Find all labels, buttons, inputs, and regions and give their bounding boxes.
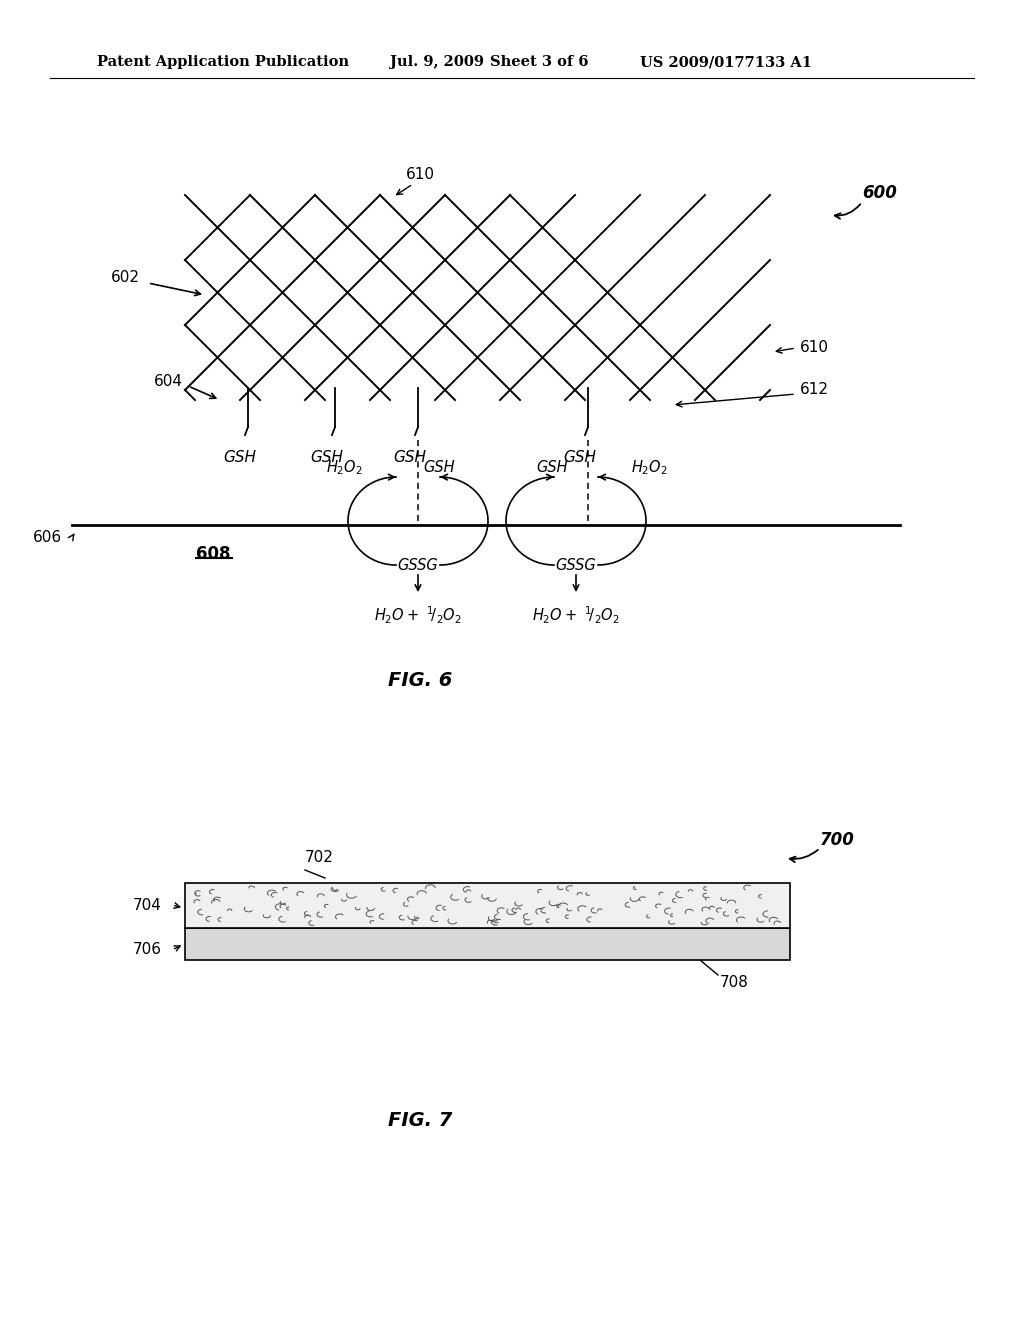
Text: 708: 708 <box>720 975 749 990</box>
Text: GSH: GSH <box>310 450 343 465</box>
Polygon shape <box>185 928 790 960</box>
Text: FIG. 6: FIG. 6 <box>388 671 453 689</box>
Text: 704: 704 <box>133 898 162 912</box>
Text: GSSG: GSSG <box>556 558 596 573</box>
Text: GSH: GSH <box>223 450 256 465</box>
Text: GSH: GSH <box>423 461 455 475</box>
Text: 702: 702 <box>305 850 334 865</box>
Text: Sheet 3 of 6: Sheet 3 of 6 <box>490 55 589 69</box>
Text: GSH: GSH <box>563 450 597 465</box>
Text: Jul. 9, 2009: Jul. 9, 2009 <box>390 55 484 69</box>
Text: GSH: GSH <box>393 450 427 465</box>
Text: 706: 706 <box>133 942 162 957</box>
Text: 610: 610 <box>800 341 829 355</box>
Polygon shape <box>185 883 790 928</box>
Text: US 2009/0177133 A1: US 2009/0177133 A1 <box>640 55 812 69</box>
Text: 602: 602 <box>111 271 140 285</box>
Text: 608: 608 <box>196 545 230 564</box>
Text: Patent Application Publication: Patent Application Publication <box>97 55 349 69</box>
Text: 606: 606 <box>33 529 62 544</box>
Text: 610: 610 <box>406 168 434 182</box>
Text: 600: 600 <box>862 183 897 202</box>
Text: $H_2O_2$: $H_2O_2$ <box>631 458 668 478</box>
Text: 604: 604 <box>154 375 183 389</box>
Text: $H_2O_2$: $H_2O_2$ <box>326 458 362 478</box>
Text: 612: 612 <box>800 383 829 397</box>
Text: GSH: GSH <box>537 461 568 475</box>
Text: 700: 700 <box>820 832 855 849</box>
Text: GSSG: GSSG <box>397 558 438 573</box>
Text: $H_2O + \ ^1\!/_{2}O_2$: $H_2O + \ ^1\!/_{2}O_2$ <box>532 605 620 627</box>
Text: FIG. 7: FIG. 7 <box>388 1110 453 1130</box>
Text: $H_2O + \ ^1\!/_{2}O_2$: $H_2O + \ ^1\!/_{2}O_2$ <box>374 605 462 627</box>
